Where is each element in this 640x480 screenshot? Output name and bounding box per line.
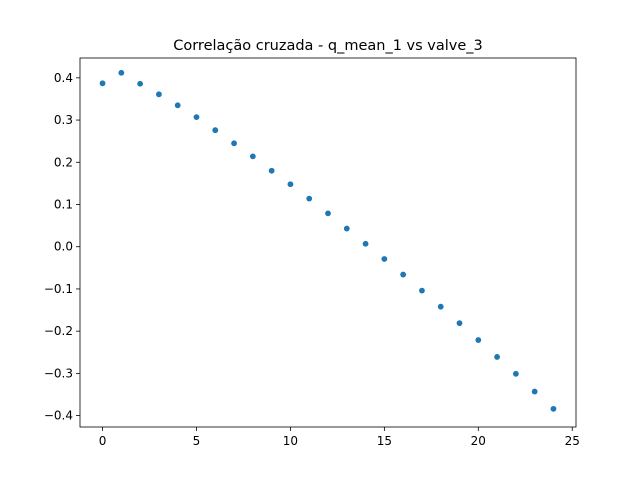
x-tick-label: 10: [283, 434, 298, 448]
data-point: [531, 388, 538, 395]
data-point: [343, 225, 350, 232]
data-point: [137, 80, 144, 87]
data-point: [249, 153, 256, 160]
data-series: [99, 69, 557, 412]
data-point: [174, 102, 181, 109]
data-point: [118, 69, 125, 76]
data-point: [212, 127, 219, 134]
data-point: [512, 370, 519, 377]
data-point: [494, 354, 500, 360]
data-point: [325, 210, 331, 217]
y-tick-label: −0.1: [44, 282, 73, 296]
data-point: [419, 287, 425, 294]
y-tick-label: 0.0: [54, 240, 73, 254]
y-tick-label: 0.2: [54, 155, 73, 169]
data-point: [231, 140, 237, 147]
y-tick-label: −0.4: [44, 409, 73, 423]
data-point: [400, 271, 407, 278]
y-tick-label: 0.4: [54, 71, 73, 85]
y-axis: −0.4 −0.3 −0.2 −0.1 0.0 0.1 0.2 0.3 0.4: [44, 71, 80, 423]
data-point: [475, 337, 482, 343]
data-point: [456, 320, 463, 327]
data-point: [156, 91, 162, 98]
x-tick-label: 15: [377, 434, 392, 448]
plot-frame: [79, 57, 577, 428]
x-tick-label: 20: [471, 434, 486, 448]
y-tick-label: −0.3: [44, 366, 73, 380]
x-tick-label: 5: [193, 434, 201, 448]
data-point: [306, 195, 313, 202]
y-tick-label: 0.1: [54, 198, 73, 212]
x-tick-label: 0: [99, 434, 107, 448]
x-tick-label: 25: [565, 434, 580, 448]
data-point: [99, 80, 106, 87]
chart-title: Correlação cruzada - q_mean_1 vs valve_3: [173, 38, 483, 54]
y-tick-label: −0.2: [44, 324, 73, 338]
data-point: [268, 167, 275, 174]
data-point: [287, 181, 294, 188]
x-axis: 0 5 10 15 20 25: [99, 427, 580, 448]
data-point: [437, 303, 444, 310]
y-tick-label: 0.3: [54, 113, 73, 127]
data-point: [193, 114, 200, 121]
data-point: [381, 256, 388, 262]
data-point: [362, 240, 369, 247]
plot-area: [79, 57, 577, 428]
data-point: [550, 405, 557, 412]
